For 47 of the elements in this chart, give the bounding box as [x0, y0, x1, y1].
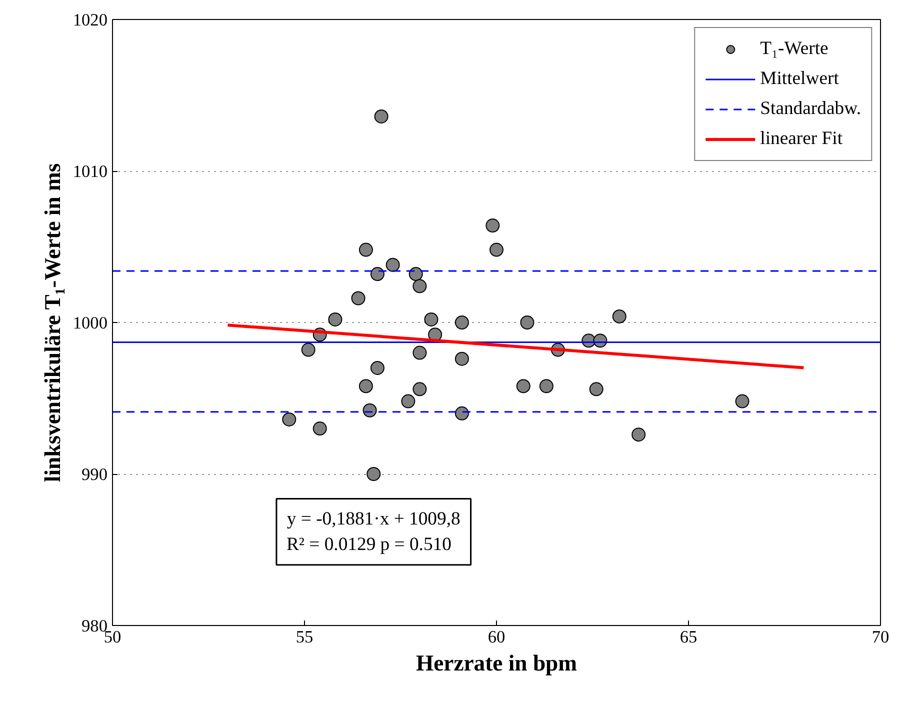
point: [328, 312, 342, 326]
point: [351, 291, 366, 306]
point: [490, 242, 504, 257]
point: [301, 342, 316, 357]
point: [370, 360, 384, 375]
y-tick-label: 1000: [72, 314, 108, 332]
legend-label: Standardabw.: [760, 98, 861, 120]
point: [374, 109, 388, 124]
annotation: R² = 0.0129 p = 0.510: [286, 534, 452, 555]
point: [412, 279, 427, 294]
y-tick-label: 990: [82, 465, 108, 484]
point: [282, 412, 296, 426]
point: [632, 428, 646, 442]
point: [358, 242, 373, 257]
legend-label: T₁-Werte: [760, 38, 828, 60]
point: [312, 422, 327, 436]
annotation: y = -0,1881·x + 1009,8: [286, 508, 460, 530]
point: [454, 352, 469, 366]
point: [424, 312, 438, 326]
point: [408, 267, 423, 282]
point: [370, 267, 384, 282]
y-tick-label: 1020: [72, 10, 108, 30]
point: [589, 382, 604, 396]
legend-label: linearer Fit: [760, 128, 843, 150]
point: [735, 394, 750, 408]
x-tick-label: 65: [680, 628, 698, 646]
point: [516, 379, 530, 394]
point: [401, 394, 416, 408]
point: [386, 258, 400, 272]
y-tick-label: 1010: [72, 162, 108, 181]
x-axis-title: Herzrate in bpm: [416, 650, 578, 676]
point: [362, 403, 377, 418]
point: [520, 316, 534, 330]
point: [366, 467, 381, 481]
point: [539, 379, 554, 394]
point: [454, 316, 469, 330]
x-tick-label: 70: [872, 628, 890, 646]
point: [612, 309, 626, 324]
point: [358, 379, 373, 394]
y-axis-title: linksventrikuläre T₁-Werte in ms: [40, 163, 65, 482]
x-tick-label: 60: [488, 628, 506, 646]
legend-label: Mittelwert: [760, 68, 839, 90]
point: [486, 218, 500, 233]
x-tick-label: 55: [296, 628, 314, 646]
point: [454, 406, 469, 420]
point: [412, 346, 427, 360]
point: [412, 382, 427, 396]
